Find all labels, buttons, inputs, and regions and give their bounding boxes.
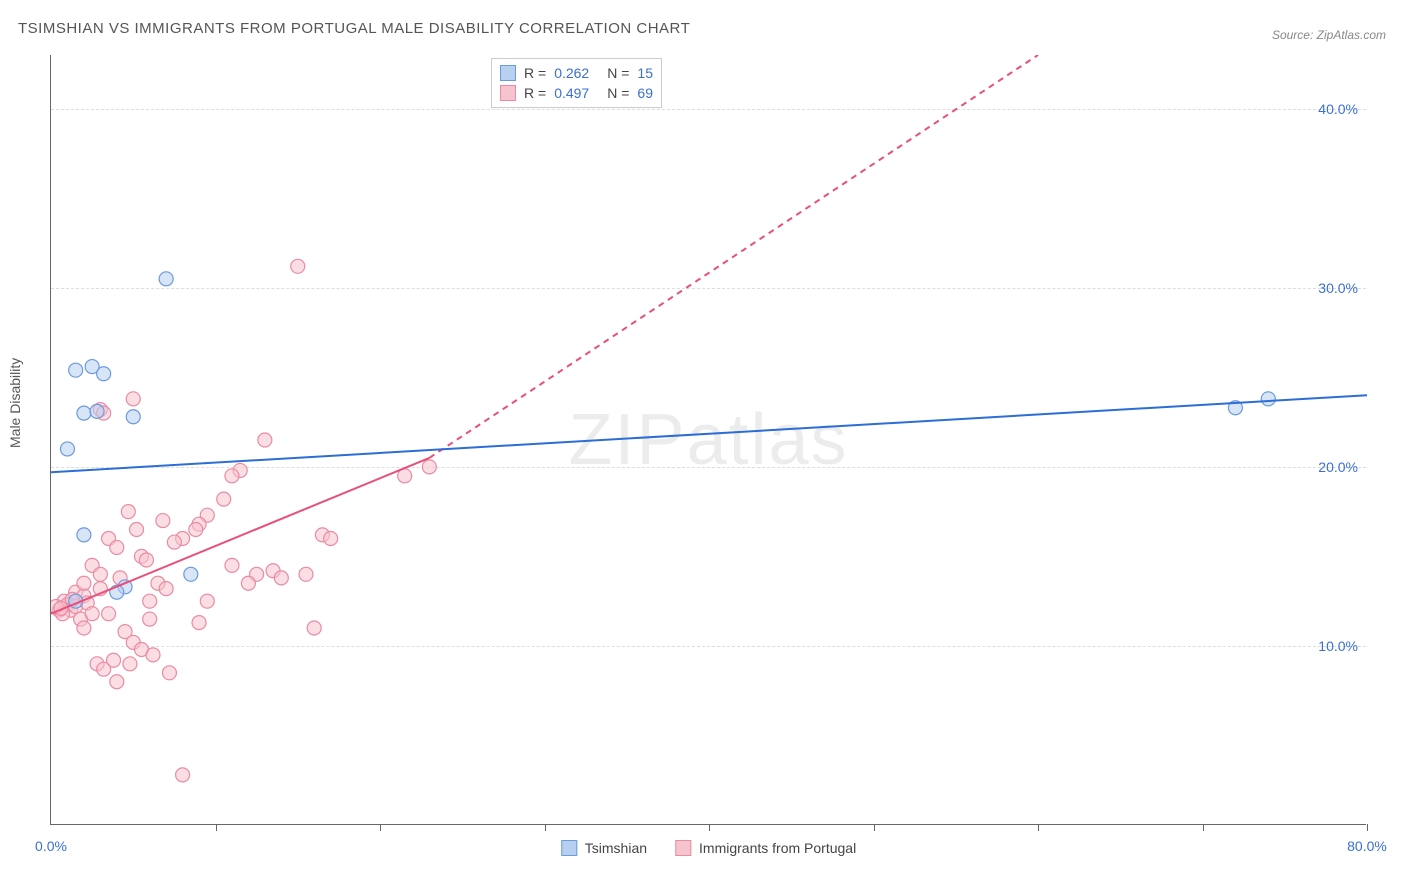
stats-row-series1: R = 0.262 N = 15 [500, 63, 653, 83]
scatter-point [184, 567, 198, 581]
n-value-series1: 15 [637, 65, 653, 81]
scatter-point [143, 612, 157, 626]
x-tick-label: 0.0% [35, 838, 67, 854]
scatter-point [77, 406, 91, 420]
scatter-point [139, 553, 153, 567]
x-tick-label: 80.0% [1347, 838, 1387, 854]
scatter-point [299, 567, 313, 581]
scatter-point [189, 523, 203, 537]
scatter-point [176, 768, 190, 782]
scatter-point [1261, 392, 1275, 406]
scatter-point [225, 469, 239, 483]
scatter-point [126, 410, 140, 424]
scatter-point [102, 607, 116, 621]
scatter-point [167, 535, 181, 549]
r-value-series1: 0.262 [554, 65, 589, 81]
x-tick [1038, 824, 1039, 831]
scatter-point [159, 582, 173, 596]
source-attribution: Source: ZipAtlas.com [1272, 28, 1386, 42]
swatch-series2 [675, 840, 691, 856]
scatter-point [110, 675, 124, 689]
scatter-point [69, 363, 83, 377]
scatter-point [77, 528, 91, 542]
scatter-point [123, 657, 137, 671]
scatter-point [97, 662, 111, 676]
stats-row-series2: R = 0.497 N = 69 [500, 83, 653, 103]
legend-item-series1: Tsimshian [561, 840, 647, 856]
scatter-point [307, 621, 321, 635]
n-label: N = [607, 85, 629, 101]
swatch-series1 [500, 65, 516, 81]
scatter-point [241, 576, 255, 590]
scatter-point [274, 571, 288, 585]
x-tick [545, 824, 546, 831]
scatter-point [121, 505, 135, 519]
scatter-point [162, 666, 176, 680]
scatter-point [85, 607, 99, 621]
x-tick [709, 824, 710, 831]
scatter-point [324, 531, 338, 545]
x-tick [874, 824, 875, 831]
n-label: N = [607, 65, 629, 81]
scatter-point [97, 367, 111, 381]
scatter-point [146, 648, 160, 662]
x-tick [216, 824, 217, 831]
scatter-svg [51, 55, 1367, 825]
scatter-point [60, 442, 74, 456]
scatter-point [291, 259, 305, 273]
scatter-point [143, 594, 157, 608]
scatter-point [77, 621, 91, 635]
scatter-point [422, 460, 436, 474]
scatter-point [258, 433, 272, 447]
scatter-point [93, 567, 107, 581]
legend-label-series1: Tsimshian [585, 840, 647, 856]
x-tick [380, 824, 381, 831]
y-axis-label: Male Disability [7, 358, 23, 448]
scatter-point [192, 616, 206, 630]
plot-area: ZIPatlas R = 0.262 N = 15 R = 0.497 N = … [50, 55, 1366, 825]
r-label: R = [524, 65, 546, 81]
chart-title: TSIMSHIAN VS IMMIGRANTS FROM PORTUGAL MA… [18, 20, 690, 37]
scatter-point [126, 392, 140, 406]
scatter-point [77, 576, 91, 590]
stats-legend-box: R = 0.262 N = 15 R = 0.497 N = 69 [491, 58, 662, 108]
r-value-series2: 0.497 [554, 85, 589, 101]
legend-bottom: Tsimshian Immigrants from Portugal [561, 840, 856, 856]
trend-line [51, 395, 1367, 472]
legend-item-series2: Immigrants from Portugal [675, 840, 856, 856]
swatch-series2 [500, 85, 516, 101]
x-tick [1367, 824, 1368, 831]
scatter-point [225, 558, 239, 572]
scatter-point [200, 594, 214, 608]
scatter-point [130, 523, 144, 537]
x-tick [1203, 824, 1204, 831]
swatch-series1 [561, 840, 577, 856]
scatter-point [90, 404, 104, 418]
r-label: R = [524, 85, 546, 101]
trend-line [429, 55, 1038, 458]
scatter-point [159, 272, 173, 286]
legend-label-series2: Immigrants from Portugal [699, 840, 856, 856]
scatter-point [156, 514, 170, 528]
scatter-point [110, 540, 124, 554]
n-value-series2: 69 [637, 85, 653, 101]
scatter-point [217, 492, 231, 506]
